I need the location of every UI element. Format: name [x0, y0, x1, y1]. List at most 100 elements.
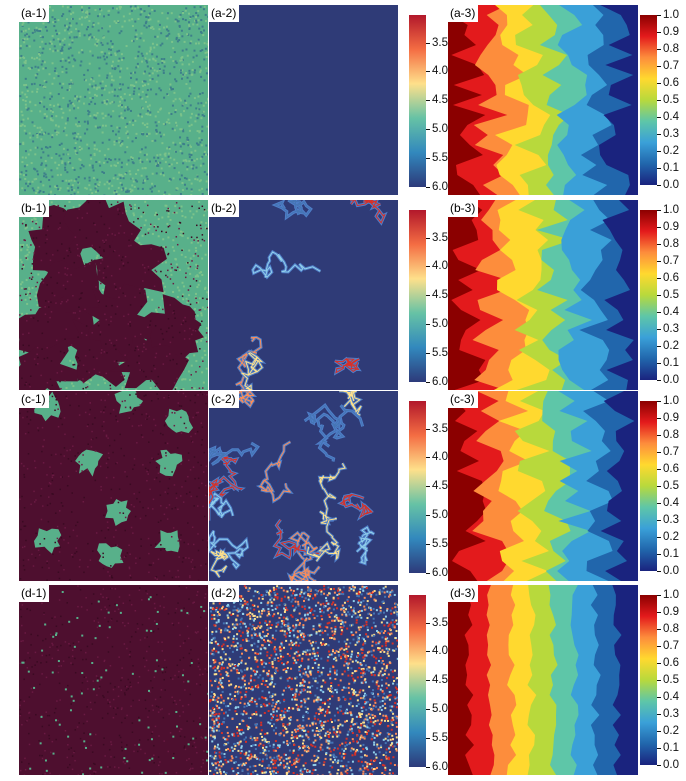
colorbar-tickmark	[657, 646, 661, 647]
panel-a-1-image	[19, 5, 208, 195]
colorbar-tick-label: 0.7	[663, 640, 679, 652]
panel-label: (c-3)	[448, 391, 478, 408]
colorbar-tick-label: 0.7	[663, 255, 679, 267]
panel-d-3: (d-3)	[448, 585, 638, 775]
colorbar-tick-label: 0.4	[663, 497, 679, 509]
fraction-colorbar-3	[640, 595, 657, 765]
colorbar-tickmark	[657, 244, 661, 245]
colorbar-tick-label: 0.8	[663, 429, 679, 441]
panel-a-1: (a-1)	[19, 5, 208, 195]
panel-c-2-image	[209, 391, 398, 581]
energy-colorbar-0	[409, 15, 426, 187]
colorbar-tick-label: 5.0	[432, 318, 448, 331]
colorbar-tick-label: 0.9	[663, 412, 679, 424]
colorbar-tick-label: 4.5	[432, 674, 448, 687]
colorbar-tick-label: 5.5	[432, 152, 448, 165]
fraction-colorbar-2	[640, 401, 657, 571]
colorbar-tick-label: 6.0	[432, 181, 448, 193]
colorbar-tickmark	[657, 380, 661, 381]
colorbar-tick-label: 0.0	[663, 759, 679, 771]
colorbar-tickmark	[426, 486, 430, 488]
colorbar-tick-label: 4.0	[432, 260, 448, 273]
colorbar-tick-label: 4.5	[432, 94, 448, 107]
colorbar-tickmark	[657, 295, 661, 296]
colorbar-tickmark	[657, 663, 661, 664]
panel-a-2: (a-2)	[209, 5, 398, 195]
colorbar-tick-label: 0.3	[663, 514, 679, 526]
colorbar-tickmark	[657, 571, 661, 572]
colorbar-tick-label: 0.2	[663, 340, 679, 352]
panel-b-3-image	[448, 200, 638, 390]
colorbar-tick-label: 0.2	[663, 531, 679, 543]
panel-label: (c-1)	[19, 391, 49, 408]
colorbar-tickmark	[657, 210, 661, 211]
colorbar-tick-label: 0.3	[663, 708, 679, 720]
colorbar-tick-label: 0.7	[663, 60, 679, 72]
panel-label: (d-3)	[448, 585, 479, 602]
colorbar-tick-label: 5.0	[432, 703, 448, 716]
colorbar-tick-label: 3.5	[432, 231, 448, 244]
energy-colorbar-3	[409, 595, 426, 767]
colorbar-tickmark	[657, 15, 661, 16]
colorbar-tickmark	[657, 32, 661, 33]
colorbar-tick-label: 0.9	[663, 606, 679, 618]
colorbar-tickmark	[657, 312, 661, 313]
colorbar-tickmark	[426, 324, 430, 326]
colorbar-tickmark	[657, 151, 661, 152]
colorbar-tick-label: 3.5	[432, 616, 448, 629]
colorbar-tick-label: 0.1	[663, 548, 679, 560]
colorbar-tickmark	[426, 295, 430, 297]
colorbar-tickmark	[426, 266, 430, 268]
panel-a-2-image	[209, 5, 398, 195]
panel-c-3-image	[448, 391, 638, 581]
panel-c-1-image	[19, 391, 208, 581]
colorbar-tickmark	[657, 346, 661, 347]
panel-c-1: (c-1)	[19, 391, 208, 581]
panel-label: (d-1)	[19, 585, 50, 602]
colorbar-tick-label: 0.5	[663, 289, 679, 301]
colorbar-tickmark	[426, 680, 430, 682]
colorbar-tickmark	[426, 42, 430, 44]
colorbar-tick-label: 0.9	[663, 26, 679, 38]
colorbar-tickmark	[426, 187, 430, 188]
colorbar-tickmark	[657, 134, 661, 135]
colorbar-tickmark	[657, 278, 661, 279]
colorbar-tickmark	[657, 680, 661, 681]
colorbar-tick-label: 5.0	[432, 123, 448, 136]
colorbar-tick-label: 0.0	[663, 565, 679, 577]
fraction-colorbar-0	[640, 15, 657, 185]
colorbar-tickmark	[657, 261, 661, 262]
colorbar-tick-label: 0.8	[663, 43, 679, 55]
panel-b-1: (b-1)	[19, 200, 208, 390]
energy-colorbar-1	[409, 210, 426, 382]
colorbar-tick-label: 1.0	[663, 395, 679, 407]
colorbar-tick-label: 0.6	[663, 77, 679, 89]
colorbar-tickmark	[657, 486, 661, 487]
colorbar-tick-label: 0.5	[663, 480, 679, 492]
colorbar-tickmark	[426, 158, 430, 160]
panel-a-3-image	[448, 5, 638, 195]
colorbar-tick-label: 0.1	[663, 742, 679, 754]
colorbar-tickmark	[657, 185, 661, 186]
colorbar-tick-label: 0.8	[663, 238, 679, 250]
colorbar-tick-label: 0.8	[663, 623, 679, 635]
panel-label: (b-2)	[209, 200, 240, 217]
colorbar-tick-label: 0.7	[663, 446, 679, 458]
colorbar-tick-label: 6.0	[432, 761, 448, 773]
colorbar-tickmark	[657, 401, 661, 402]
energy-colorbar-2	[409, 401, 426, 573]
panel-d-1-image	[19, 585, 208, 775]
colorbar-tickmark	[657, 554, 661, 555]
colorbar-tickmark	[657, 503, 661, 504]
colorbar-tickmark	[426, 544, 430, 546]
panel-b-3: (b-3)	[448, 200, 638, 390]
colorbar-tick-label: 5.5	[432, 732, 448, 745]
colorbar-tick-label: 0.9	[663, 221, 679, 233]
panel-label: (a-3)	[448, 5, 479, 22]
colorbar-tickmark	[657, 227, 661, 228]
colorbar-tick-label: 4.0	[432, 65, 448, 78]
colorbar-tickmark	[426, 237, 430, 239]
colorbar-tick-label: 0.5	[663, 674, 679, 686]
panel-label: (a-2)	[209, 5, 240, 22]
colorbar-tickmark	[657, 714, 661, 715]
